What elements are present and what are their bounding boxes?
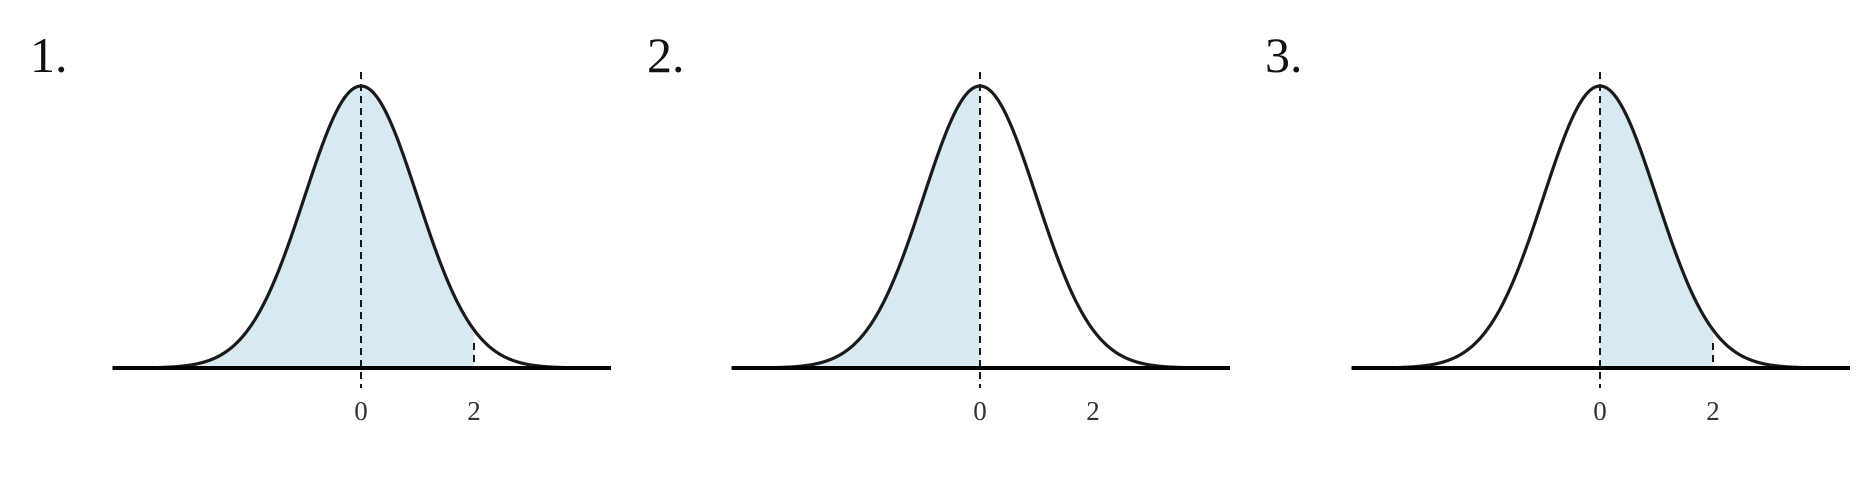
panel-2: 2. 0 2 (647, 27, 1230, 426)
tick-label-two: 2 (1706, 396, 1720, 426)
normal-curve (1351, 84, 1804, 370)
panel-number-label: 1. (30, 27, 68, 83)
tick-label-two: 2 (467, 396, 481, 426)
tick-label-zero: 0 (1593, 396, 1607, 426)
panel-1: 1. 0 2 (30, 27, 611, 426)
tick-label-zero: 0 (973, 396, 987, 426)
tick-label-zero: 0 (354, 396, 368, 426)
tick-label-two: 2 (1086, 396, 1100, 426)
normal-curve (112, 84, 565, 370)
normal-curve (731, 84, 1184, 370)
panel-number-label: 3. (1265, 27, 1303, 83)
shaded-area (112, 86, 475, 368)
panel-number-label: 2. (647, 27, 685, 83)
shaded-area (1600, 86, 1713, 368)
panel-3: 3. 0 2 (1265, 27, 1850, 426)
shaded-area (731, 86, 980, 368)
